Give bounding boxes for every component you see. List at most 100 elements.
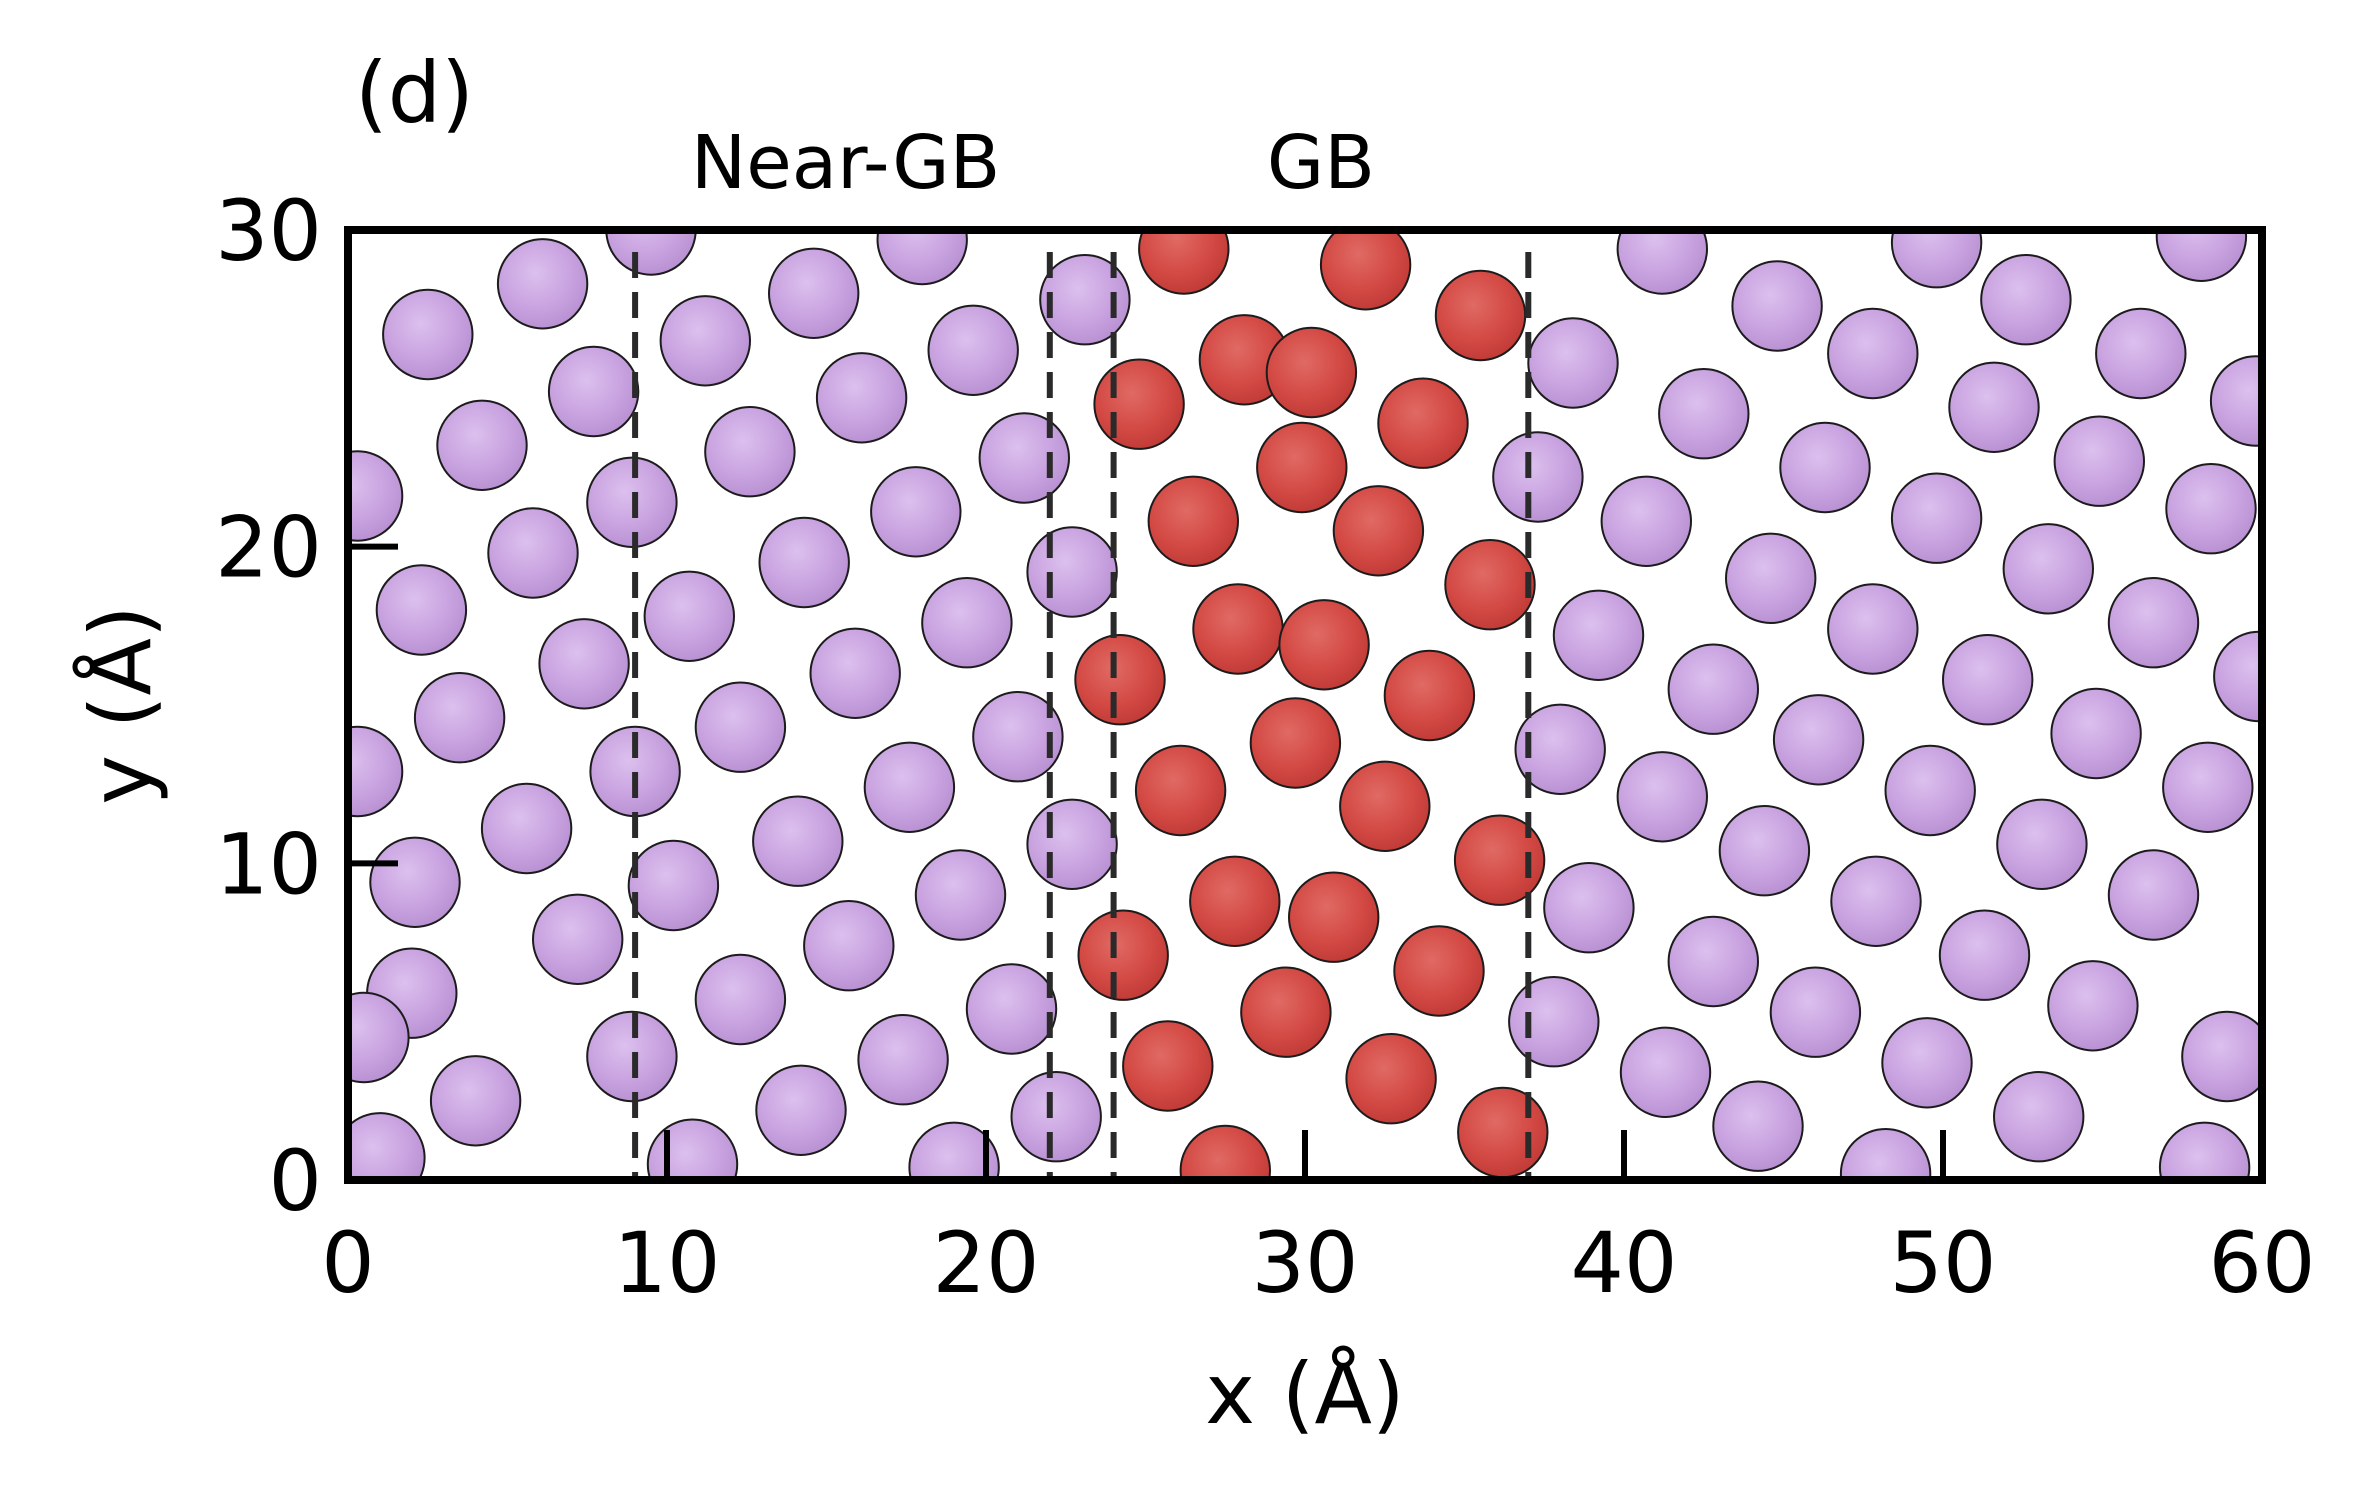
bulk-atom: [1010, 1071, 1102, 1163]
gb-atom: [1147, 475, 1240, 567]
bulk-atom: [1616, 230, 1708, 295]
bulk-atom: [1600, 475, 1693, 567]
bulk-atom: [369, 836, 461, 928]
bulk-atom: [487, 507, 579, 599]
bulk-atom: [2047, 960, 2139, 1052]
y-tick-label: 20: [215, 499, 322, 597]
bulk-atom: [803, 900, 895, 992]
bulk-atom: [1514, 703, 1606, 795]
gb-atom: [1265, 326, 1358, 419]
bulk-atom: [694, 681, 787, 773]
bulk-atom: [586, 456, 678, 548]
gb-atom: [1122, 1020, 1214, 1112]
bulk-atom: [2095, 307, 2187, 400]
bulk-atom: [978, 412, 1071, 504]
bulk-atom: [1996, 798, 2088, 890]
bulk-atom: [863, 741, 956, 833]
boundary-lines: [632, 252, 1532, 1178]
bulk-atom: [815, 352, 908, 444]
bulk-atom: [429, 1055, 522, 1147]
bulk-atom: [2181, 1010, 2262, 1103]
bulk-atom: [758, 516, 850, 609]
bulk-atom: [382, 288, 474, 381]
bulk-atom: [914, 849, 1007, 941]
region-annotation: GB: [1267, 120, 1375, 206]
bulk-atom: [1769, 966, 1862, 1058]
bulk-atom: [348, 1112, 426, 1180]
bulk-atom: [1890, 230, 1983, 289]
bulk-atom: [1881, 1017, 1973, 1109]
bulk-atom: [857, 1013, 949, 1106]
bulk-atom: [646, 1118, 739, 1180]
bulk-atom: [1658, 368, 1750, 460]
gb-atom: [1434, 269, 1527, 362]
bulk-atom: [1039, 254, 1131, 346]
bulk-atom: [348, 991, 410, 1084]
x-axis-label: x (Å): [1205, 1344, 1404, 1443]
x-tick-label: 60: [2209, 1214, 2316, 1312]
bulk-atom: [2107, 577, 2200, 669]
x-tick-label: 20: [933, 1214, 1040, 1312]
bulk-atom: [1830, 855, 1922, 947]
gb-atom: [1074, 634, 1166, 726]
bulk-atom: [1772, 694, 1865, 786]
bulk-atom: [1725, 532, 1817, 624]
bulk-atom: [876, 230, 968, 286]
region-annotation: Near-GB: [691, 120, 1000, 206]
bulk-atom: [348, 725, 404, 818]
bulk-atom: [1839, 1128, 1932, 1180]
gb-atom: [1249, 697, 1342, 789]
bulk-atom: [768, 247, 860, 339]
bulk-atom: [532, 893, 624, 985]
bulk-atom: [1026, 798, 1118, 890]
bulk-atom: [1026, 526, 1118, 618]
gb-atom: [1377, 377, 1469, 469]
region-annotations: Near-GB GB: [691, 120, 1375, 206]
bulk-atom: [627, 839, 720, 932]
gb-atom: [1256, 421, 1348, 514]
bulk-atom: [2107, 849, 2200, 941]
bulk-atom: [1527, 317, 1619, 409]
bulk-atom: [586, 1010, 678, 1103]
bulk-atom: [1779, 421, 1871, 514]
gb-atom: [1134, 744, 1227, 837]
bulk-atom: [1667, 915, 1760, 1008]
bulk-atom: [1543, 862, 1635, 954]
gb-atom: [1393, 925, 1485, 1017]
gb-atom: [1345, 1033, 1437, 1125]
bulk-atom: [1492, 431, 1584, 523]
gb-atom: [1077, 909, 1169, 1001]
bulk-atom: [1890, 472, 1983, 564]
bulk-atom: [870, 466, 962, 558]
bulk-atom: [1827, 307, 1919, 400]
gb-atom: [1093, 358, 1185, 450]
bulk-atom: [436, 399, 528, 491]
bulk-atom: [1884, 744, 1976, 837]
bulk-atom: [348, 450, 404, 542]
bulk-atom: [1552, 589, 1645, 681]
bulk-atom: [1980, 254, 2072, 346]
bulk-atom: [1731, 260, 1823, 352]
bulk-atom: [2209, 355, 2262, 447]
bulk-atom: [1938, 909, 2031, 1001]
bulk-atom: [908, 1121, 1000, 1180]
bulk-atom: [1827, 583, 1919, 675]
gb-atom: [1339, 760, 1431, 852]
bulk-atom: [496, 238, 589, 330]
gb-atom: [1240, 966, 1332, 1058]
bulk-atom: [1619, 1026, 1712, 1119]
gb-atom: [1457, 1086, 1549, 1179]
bulk-atom: [694, 953, 787, 1046]
axis-ticks: 0 10 20 30 40 50 60 0 10 20 30: [215, 182, 2315, 1312]
bulk-atom: [547, 345, 640, 438]
bulk-atom: [413, 672, 506, 764]
bulk-atom: [2053, 415, 2146, 507]
atoms-layer: [348, 230, 2262, 1180]
x-tick-label: 30: [1252, 1214, 1359, 1312]
gb-atom: [1138, 230, 1230, 295]
bulk-atom: [480, 782, 573, 875]
bulk-atom: [2165, 463, 2257, 555]
gb-atom: [1189, 855, 1281, 947]
bulk-atom: [375, 564, 468, 656]
